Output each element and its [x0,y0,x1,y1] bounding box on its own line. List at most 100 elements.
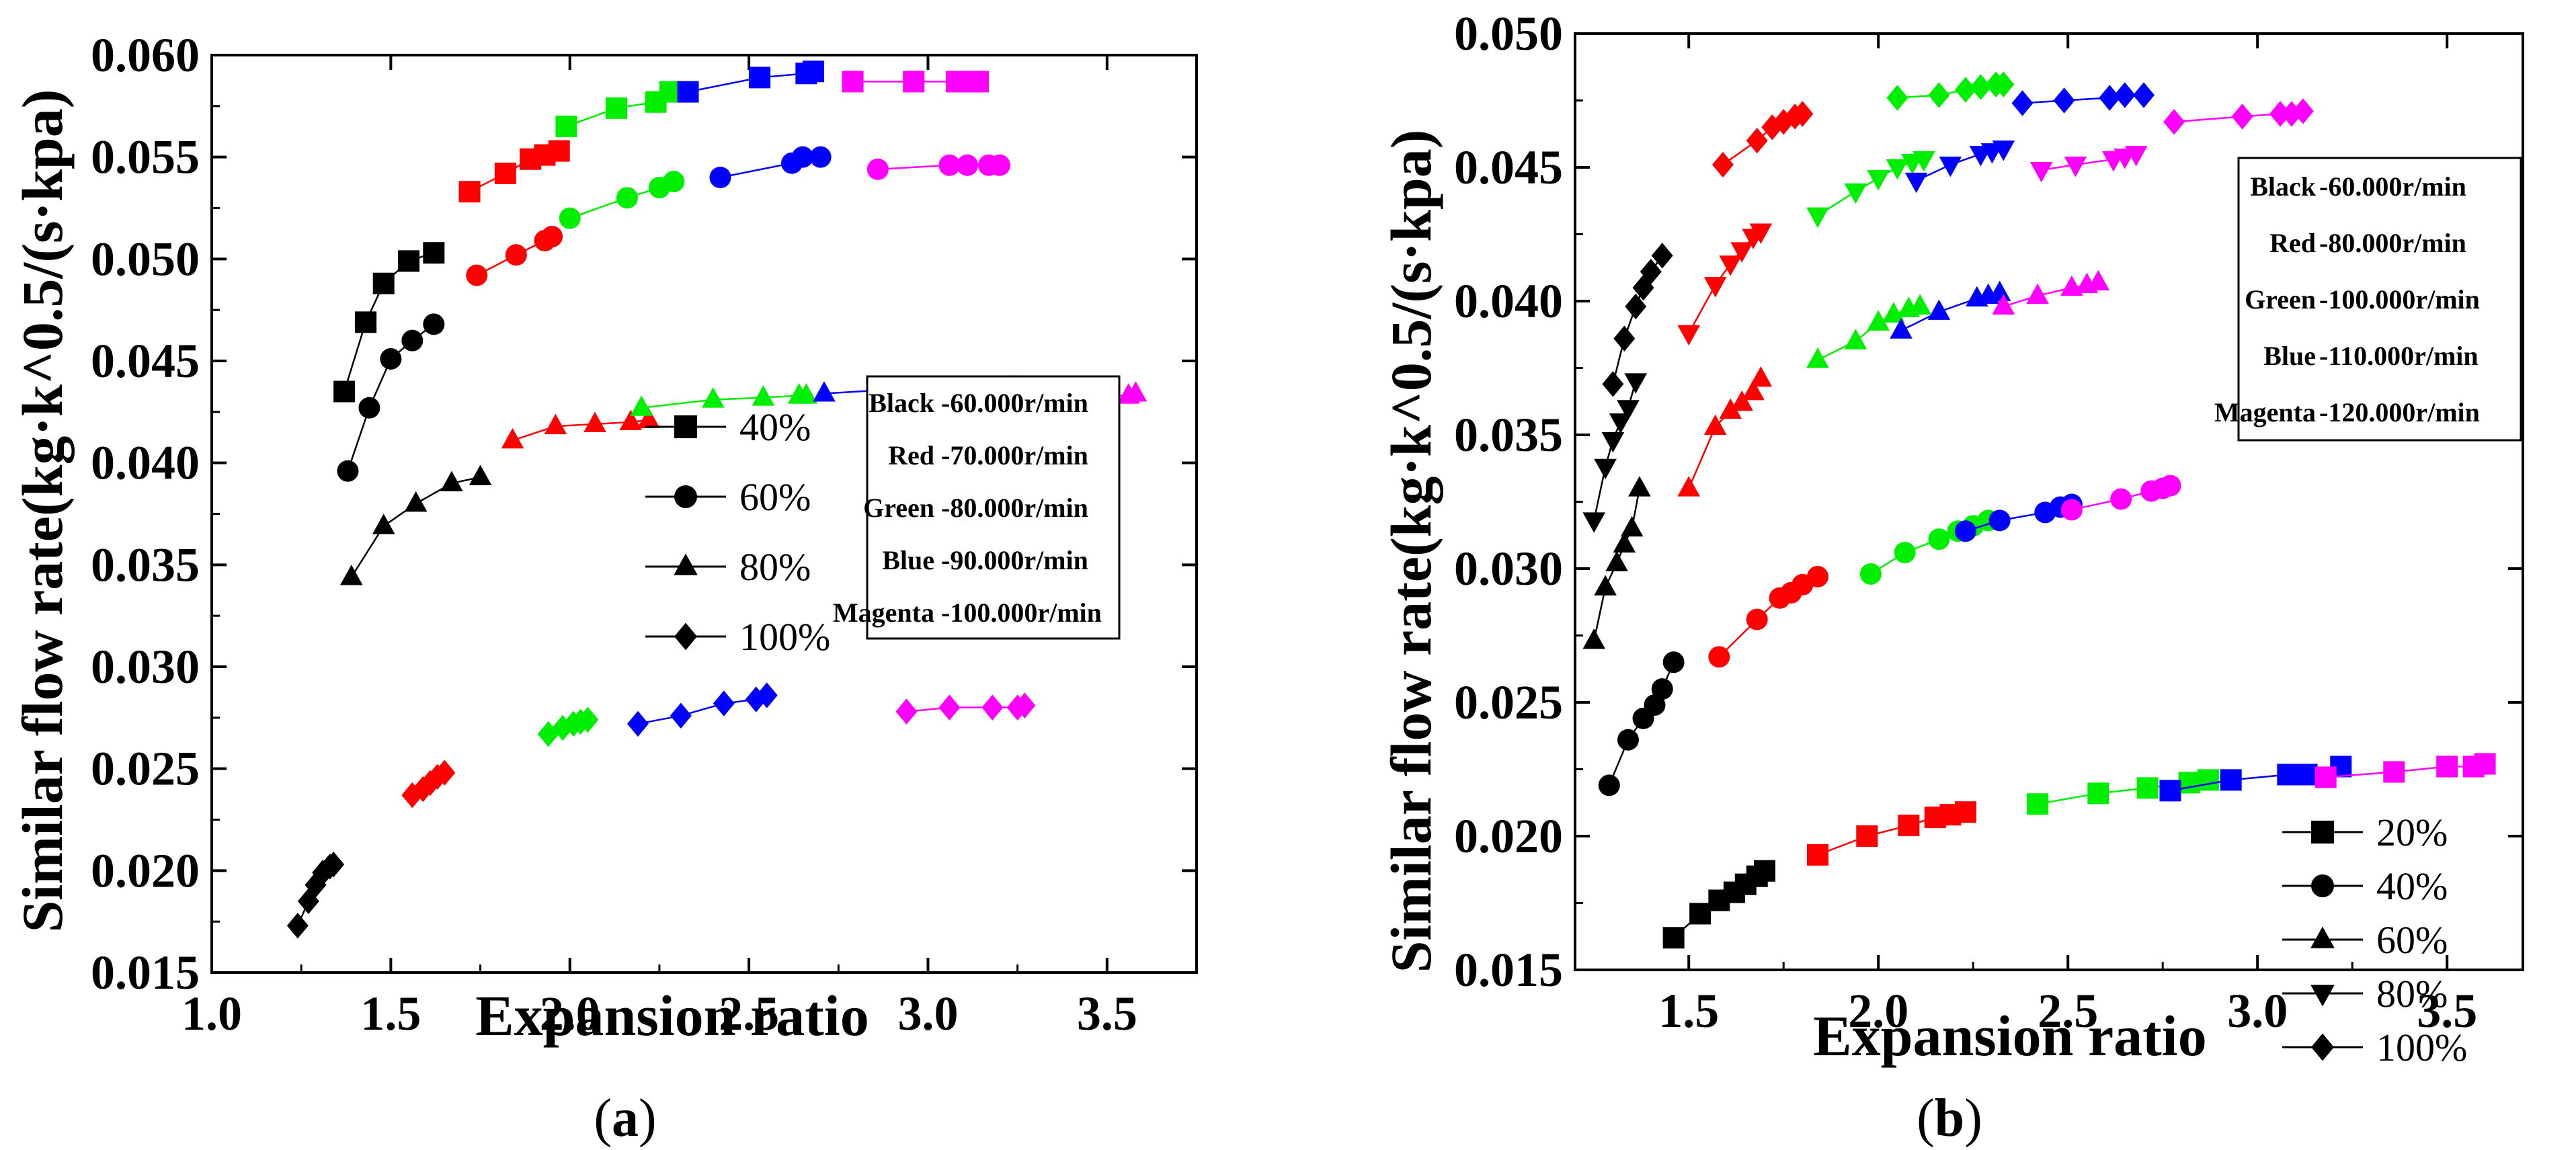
panel-a-ytick-label: 0.040 [91,436,200,490]
panel-b-data-point [1970,74,1992,100]
panel-b-legend-label: 80% [2376,972,2448,1016]
panel-b-data-point [1703,414,1727,436]
panel-a-legend-marker [674,622,697,651]
panel-b-data-point [2159,780,2181,802]
panel-b-data-point [2315,766,2337,788]
panel-b-data-point [2027,793,2049,815]
panel-b-ytick-label: 0.040 [1454,274,1563,328]
panel-b-data-point [1609,413,1632,434]
panel-a-data-point [637,407,660,428]
panel-a-data-point [440,470,463,491]
panel-a-data-point [458,181,481,203]
panel-b-xtick-label: 1.5 [1658,984,1719,1038]
panel-b-data-point [1640,259,1662,285]
panel-a-data-point [605,97,627,119]
panel-a-data-point [989,154,1010,176]
panel-b-data-point [1719,398,1742,419]
panel-b-data-point [1730,390,1753,411]
panel-a-data-point [404,491,428,512]
panel-b-data-point [2436,755,2458,778]
panel-a-speed-legend-box [866,375,1121,640]
panel-a-legend-marker [674,553,698,575]
panel-a-data-point [548,140,570,162]
panel-a-xtick-label: 3.5 [1077,987,1137,1040]
panel-b-data-point [2110,488,2132,510]
panel-b-data-point [1908,294,1932,315]
panel-b-legend-marker [2311,821,2334,844]
panel-a-ytick-label: 0.015 [91,946,200,999]
panel-b-data-point [1844,329,1867,350]
panel-a-speed-color-name: Magenta [833,598,934,628]
panel-a-data-point [795,383,818,404]
panel-a-speed-value: -70.000r/min [941,440,1088,470]
panel-a-xtick-label: 2.0 [540,987,600,1040]
panel-a-data-point [957,154,979,176]
panel-a-data-point [1124,381,1148,402]
panel-a-data-point [670,702,692,729]
panel-b-data-point [2220,769,2242,791]
panel-b-data-point [1598,774,1620,796]
panel-b-xlabel: Expansion ratio [1813,1003,2206,1068]
panel-b-data-point [1773,109,1795,135]
panel-b-data-point [1749,366,1773,387]
panel-a-data-point [466,264,488,286]
panel-b-ytick-label: 0.015 [1454,943,1563,997]
panel-a-data-point [372,272,395,294]
panel-b-data-point [1582,628,1605,649]
panel-b-data-point [2060,499,2083,521]
panel-a-data-point [423,242,445,264]
panel-a-data-point [494,162,516,184]
panel-b-data-point [2064,157,2087,177]
panel-a-data-point [577,706,599,733]
panel-b-data-point [1617,400,1640,421]
panel-b-data-point [1602,371,1624,397]
panel-a-data-point [423,313,445,335]
panel-b-data-point [1620,516,1644,537]
panel-b-data-point [1677,476,1700,497]
panel-b-data-point [1708,646,1730,668]
panel-a-data-point [709,167,731,188]
panel-b-data-point [2277,764,2299,786]
panel-b-caption: (b) [1917,1089,1982,1148]
panel-a-legend-label: 40% [739,405,811,449]
panel-b-speed-color-name: Red [2269,228,2316,258]
panel-a-data-point [286,913,309,939]
panel-a-data-point [559,207,581,229]
panel-a-data-point [297,888,319,915]
panel-a-data-point [752,385,775,406]
panel-b-data-point [2197,769,2219,791]
panel-a-data-point [398,250,419,272]
panel-b-data-point [1628,476,1651,497]
panel-b-data-point [1601,432,1625,453]
panel-a-data-point [469,464,492,485]
panel-a-data-point [663,171,685,193]
panel-a-ytick-label: 0.045 [91,334,200,388]
panel-a-data-point [938,694,961,721]
panel-b-data-point [1992,294,2015,315]
panel-a-data-point [583,411,606,433]
panel-b-data-point [1856,825,1878,847]
panel-b-data-point [2178,772,2200,794]
panel-b-data-point [2124,146,2148,167]
panel-b-data-point [1844,183,1867,204]
panel-b-legend-label: 100% [2376,1026,2467,1069]
panel-b-data-point [1677,325,1700,346]
panel-b-ytick-label: 0.030 [1454,542,1563,595]
panel-a-data-point [419,770,441,796]
panel-a-data-point [401,329,424,352]
panel-b-legend-marker [2311,874,2334,897]
panel-b-data-point [1613,532,1636,553]
panel-b-data-point [2087,782,2109,805]
panel-a-data-point [756,682,778,708]
panel-a-speed-color-name: Black [869,388,935,418]
panel-a-data-point [702,387,725,408]
panel-b-data-point [1806,844,1828,866]
panel-b-legend-label: 40% [2376,864,2448,908]
panel-b-legend-label: 60% [2376,918,2448,962]
panel-b-data-point [2133,82,2155,108]
panel-a-data-point [616,187,638,209]
panel-a-legend-label: 60% [739,475,811,519]
panel-b-data-point [1754,860,1775,882]
panel-b-data-point [1882,302,1905,323]
